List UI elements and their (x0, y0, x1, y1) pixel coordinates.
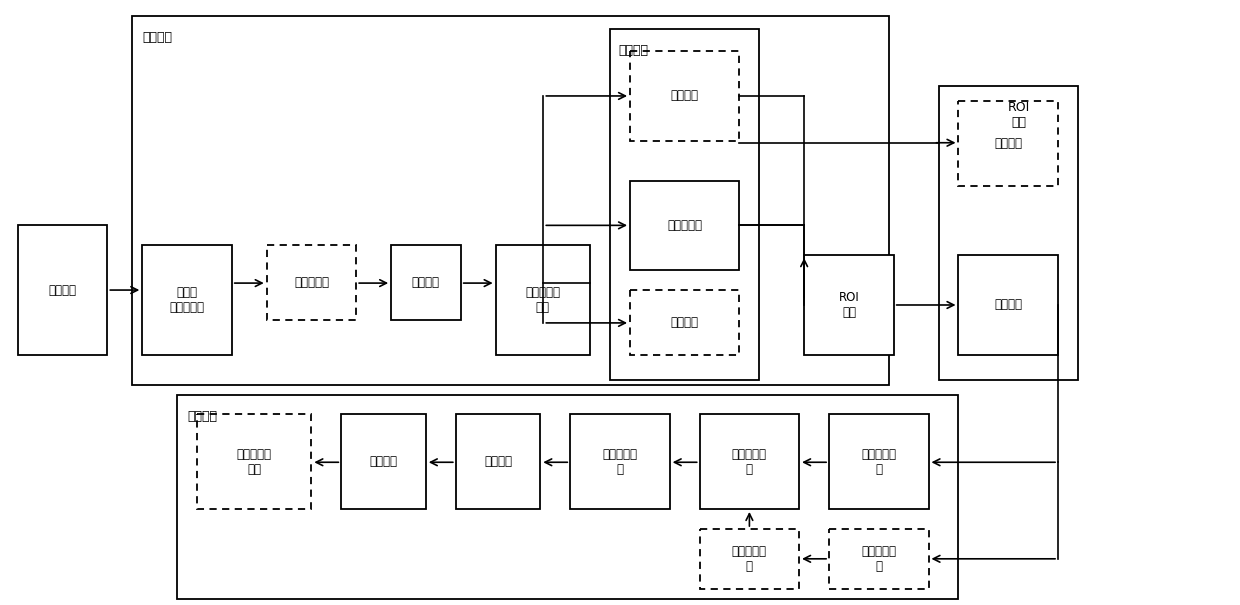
Text: 背景特征处
理: 背景特征处 理 (732, 545, 766, 573)
Text: 头部位置: 头部位置 (671, 90, 698, 102)
Bar (959, 101, 1058, 186)
Bar (391, 245, 461, 320)
Text: 脸部特征点
识别: 脸部特征点 识别 (526, 286, 560, 314)
Bar (699, 414, 799, 509)
Text: 实时跟踪: 实时跟踪 (618, 44, 649, 57)
Text: 脸部特征点: 脸部特征点 (667, 219, 702, 232)
Bar (177, 394, 959, 598)
Text: 背景提取: 背景提取 (994, 137, 1022, 149)
Bar (630, 51, 739, 141)
Text: 脉率计算: 脉率计算 (187, 410, 217, 422)
Bar (630, 290, 739, 355)
Bar (570, 414, 670, 509)
Text: 皮肤识别: 皮肤识别 (994, 298, 1022, 312)
Text: 人脸识别: 人脸识别 (412, 276, 440, 289)
Text: ROI
计算: ROI 计算 (838, 291, 859, 319)
Bar (830, 529, 929, 589)
Text: ROI
处理: ROI 处理 (1008, 101, 1030, 129)
Text: 脉率平滑与
纠错: 脉率平滑与 纠错 (237, 448, 272, 476)
Bar (17, 225, 108, 355)
Text: 脉率特征处
理: 脉率特征处 理 (732, 448, 766, 476)
Bar (133, 16, 889, 385)
Text: 脉率计算: 脉率计算 (370, 456, 398, 468)
Bar (959, 255, 1058, 355)
Bar (341, 414, 425, 509)
Text: 脉率特征提
取: 脉率特征提 取 (862, 448, 897, 476)
Text: 拍摄人脸: 拍摄人脸 (48, 284, 77, 296)
Bar (496, 245, 590, 355)
Text: 信号融合: 信号融合 (484, 456, 512, 468)
Text: 人脸识别: 人脸识别 (143, 31, 172, 44)
Bar (610, 29, 759, 380)
Text: 背景特征提
取: 背景特征提 取 (862, 545, 897, 573)
Bar (143, 245, 232, 355)
Bar (805, 255, 894, 355)
Bar (699, 529, 799, 589)
Text: 目光位置: 目光位置 (671, 316, 698, 329)
Bar (267, 245, 356, 320)
Bar (197, 414, 311, 509)
Text: 样本自动选
择: 样本自动选 择 (603, 448, 637, 476)
Bar (630, 180, 739, 270)
Bar (830, 414, 929, 509)
Text: 彩色帧
或近红外帧: 彩色帧 或近红外帧 (170, 286, 205, 314)
Bar (456, 414, 541, 509)
Text: 图像预处理: 图像预处理 (294, 276, 329, 289)
Bar (939, 86, 1078, 380)
